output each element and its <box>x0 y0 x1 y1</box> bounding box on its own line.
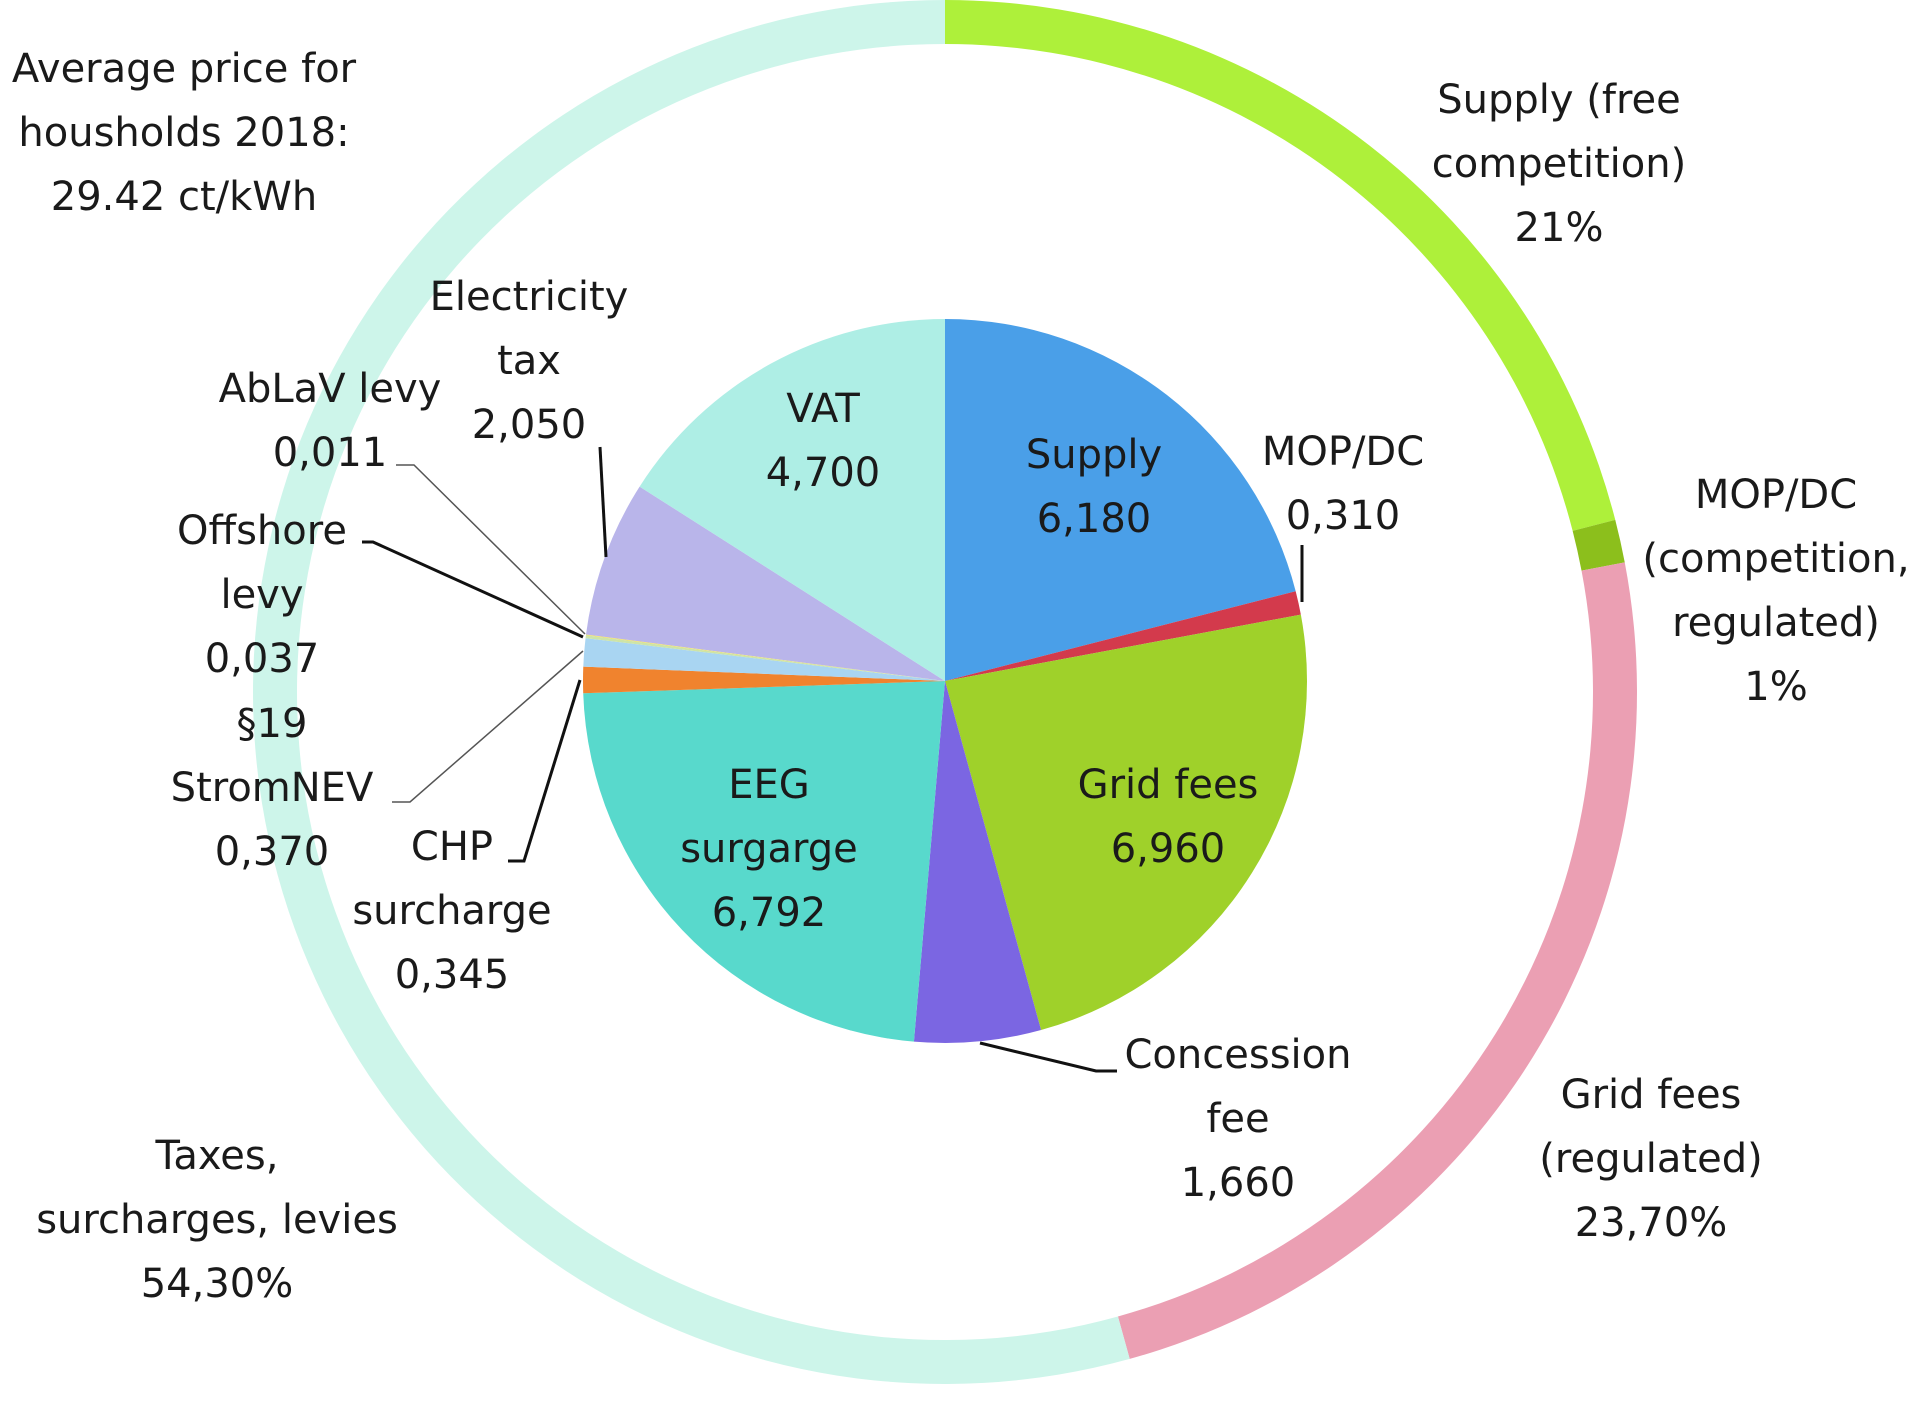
label-line: regulated) <box>1672 600 1880 646</box>
pie-slice-concession-fee-1-660 <box>913 681 1042 1043</box>
label-line: Supply (free <box>1437 77 1681 123</box>
label-line: Offshore <box>177 508 347 554</box>
label-line: EEG <box>728 762 810 808</box>
labels: Supply 6,180 MOP/DC 0,310 Grid fees 6,960 Conc… <box>36 77 1909 1307</box>
leader-line-stromnev <box>392 650 584 803</box>
leader-line-offshore-levy <box>362 540 584 639</box>
title-line: housholds 2018: <box>18 110 349 156</box>
label-line: 23,70% <box>1575 1200 1728 1246</box>
label-line: surcharges, levies <box>36 1197 398 1243</box>
label-line: StromNEV <box>171 765 374 811</box>
pie-slice-19-stromnev-0-370 <box>583 638 945 681</box>
label-line: 1,660 <box>1181 1160 1296 1206</box>
pie-label-ablav-levy-0-011: AbLaV levy 0,011 <box>219 366 442 476</box>
label-line: tax <box>497 338 561 384</box>
label-line: (regulated) <box>1539 1136 1762 1182</box>
pie-label-chp-surcharge-0-345: CHP surcharge 0,345 <box>352 824 551 998</box>
label-line: Electricity <box>430 274 629 320</box>
label-line: 0,037 <box>205 636 320 682</box>
label-line: 54,30% <box>141 1261 294 1307</box>
label-line: MOP/DC <box>1695 472 1857 518</box>
leader-line-chp-surcharge <box>508 679 582 863</box>
leader-line-electricity-tax <box>598 446 608 558</box>
ring-segment-grid-fees-regulated-23-70 <box>1117 562 1637 1359</box>
pie-slice-grid-fees-6-960 <box>945 614 1307 1031</box>
pie-slice-electricity-tax-2-050 <box>586 486 945 681</box>
label-line: MOP/DC <box>1262 429 1424 475</box>
label-line: AbLaV levy <box>219 366 442 412</box>
label-line: Supply <box>1026 432 1162 478</box>
label-line: (competition, <box>1642 536 1909 582</box>
inner-pie <box>582 319 1307 1043</box>
pie-slice-offshore-levy-0-037 <box>585 635 945 681</box>
label-line: 6,960 <box>1111 826 1226 872</box>
label-line: surgarge <box>680 826 858 872</box>
pie-label-grid-fees-6-960: Grid fees 6,960 <box>1078 762 1259 872</box>
title-line: 29.42 ct/kWh <box>51 174 317 220</box>
pie-slice-ablav-levy-0-011 <box>585 634 945 681</box>
label-line: CHP <box>411 824 493 870</box>
label-line: 21% <box>1515 205 1604 251</box>
ring-label-mop-dc-competition-regulated-1: MOP/DC (competition, regulated) 1% <box>1642 472 1909 710</box>
label-line: 1% <box>1744 664 1807 710</box>
outer-ring <box>252 0 1637 1384</box>
label-line: §19 <box>237 701 308 747</box>
label-line: Taxes, <box>155 1133 279 1179</box>
leader-lines <box>362 446 1304 1073</box>
label-line: 0,011 <box>273 430 388 476</box>
pie-slice-mop-dc-0-310 <box>945 591 1301 681</box>
ring-segment-supply-free-competition-21 <box>945 0 1616 531</box>
pie-slice-chp-surcharge-0-345 <box>582 666 945 694</box>
label-line: 0,345 <box>395 952 510 998</box>
ring-label-supply-free-competition-21: Supply (free competition) 21% <box>1432 77 1686 251</box>
ring-label-taxes-surcharges-levies-54-30: Taxes, surcharges, levies 54,30% <box>36 1133 398 1307</box>
label-line: 4,700 <box>766 450 881 496</box>
label-line: competition) <box>1432 141 1686 187</box>
label-line: surcharge <box>352 888 551 934</box>
pie-slice-eeg-surgarge-6-792 <box>583 681 945 1042</box>
label-line: 2,050 <box>472 402 587 448</box>
label-line: fee <box>1206 1096 1269 1142</box>
label-line: Concession <box>1125 1032 1352 1078</box>
pie-label-mop-dc-0-310: MOP/DC 0,310 <box>1262 429 1424 539</box>
label-line: levy <box>220 572 303 618</box>
pie-label-offshore-levy-0-037: Offshore levy 0,037 <box>177 508 347 682</box>
label-line: 0,310 <box>1286 493 1401 539</box>
label-line: 6,792 <box>712 890 827 936</box>
chart-title: Average price for housholds 2018: 29.42 ct… <box>12 46 357 220</box>
ring-label-grid-fees-regulated-23-70: Grid fees (regulated) 23,70% <box>1539 1072 1762 1246</box>
pie-label-supply-6-180: Supply 6,180 <box>1026 432 1162 542</box>
leader-line-ablav-levy <box>396 464 586 635</box>
pie-slice-supply-6-180 <box>945 319 1296 681</box>
leader-line-concession-fee <box>979 1041 1117 1073</box>
title-line: Average price for <box>12 46 357 92</box>
label-line: 6,180 <box>1037 496 1152 542</box>
pie-label-vat-4-700: VAT 4,700 <box>766 386 881 496</box>
label-line: 0,370 <box>215 829 330 875</box>
ring-segment-mop-dc-competition-regulated-1 <box>1572 519 1625 571</box>
pie-label-eeg-surgarge-6-792: EEG surgarge 6,792 <box>680 762 858 936</box>
pie-label-concession-fee-1-660: Concession fee 1,660 <box>1125 1032 1352 1206</box>
pie-label-19-stromnev-0-370: §19 StromNEV 0,370 <box>171 701 374 875</box>
label-line: Grid fees <box>1078 762 1259 808</box>
label-line: Grid fees <box>1561 1072 1742 1118</box>
pie-label-electricity-tax-2-050: Electricity tax 2,050 <box>430 274 629 448</box>
label-line: VAT <box>786 386 860 432</box>
pie-slice-vat-4-700 <box>639 319 945 681</box>
